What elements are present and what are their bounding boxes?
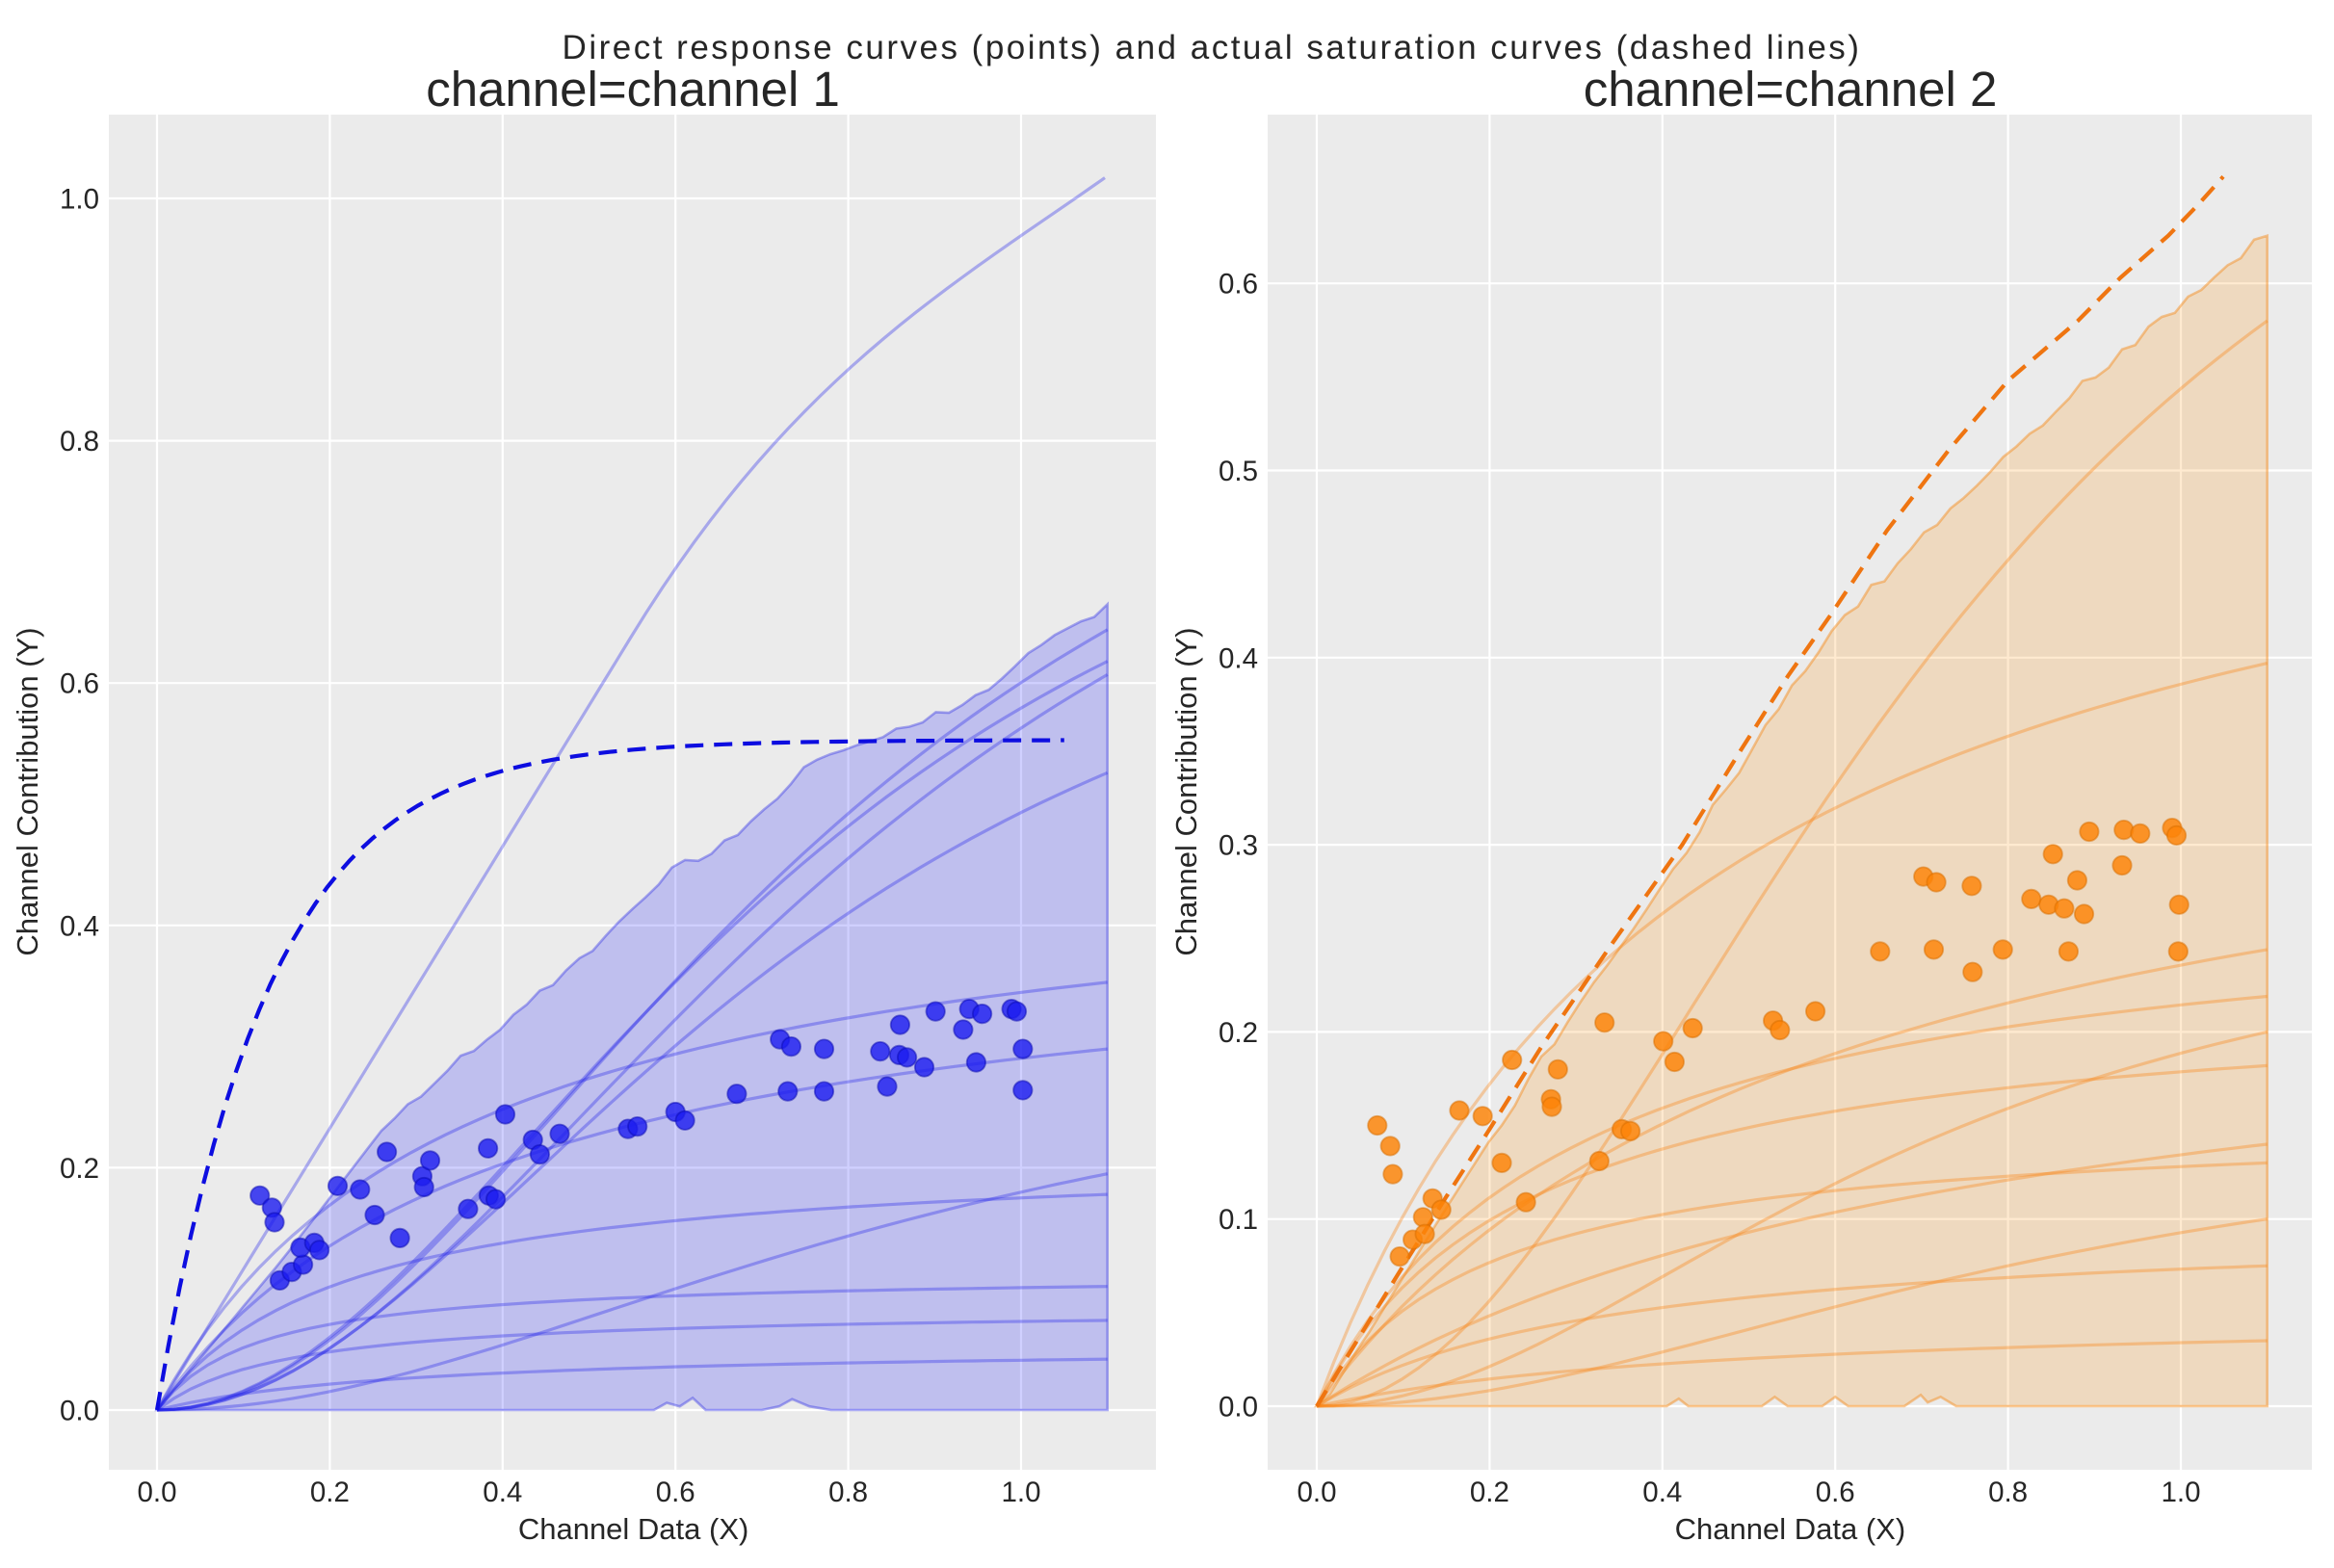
svg-text:0.2: 0.2	[1219, 1017, 1258, 1049]
svg-text:1.0: 1.0	[1001, 1477, 1040, 1508]
svg-text:0.0: 0.0	[1297, 1477, 1336, 1508]
svg-text:0.8: 0.8	[60, 426, 99, 457]
svg-text:0.4: 0.4	[483, 1477, 522, 1508]
svg-text:0.4: 0.4	[60, 910, 99, 942]
svg-text:0.6: 0.6	[1816, 1477, 1855, 1508]
svg-text:0.6: 0.6	[60, 668, 99, 700]
svg-text:0.2: 0.2	[1470, 1477, 1509, 1508]
svg-text:0.0: 0.0	[60, 1396, 99, 1427]
svg-text:0.6: 0.6	[1219, 269, 1258, 301]
svg-text:channel=channel 2: channel=channel 2	[1584, 62, 1998, 117]
svg-text:Channel Contribution (Y): Channel Contribution (Y)	[1169, 627, 1203, 955]
svg-text:0.2: 0.2	[60, 1153, 99, 1185]
svg-text:0.6: 0.6	[656, 1477, 695, 1508]
svg-text:0.5: 0.5	[1219, 456, 1258, 487]
svg-text:0.2: 0.2	[310, 1477, 350, 1508]
svg-text:1.0: 1.0	[60, 184, 99, 216]
svg-text:0.3: 0.3	[1219, 830, 1258, 862]
svg-text:0.4: 0.4	[1642, 1477, 1682, 1508]
svg-text:Channel Data (X): Channel Data (X)	[518, 1512, 749, 1546]
svg-text:0.8: 0.8	[1988, 1477, 2028, 1508]
svg-text:0.0: 0.0	[137, 1477, 176, 1508]
svg-text:Direct response curves (points: Direct response curves (points) and actu…	[563, 29, 1862, 66]
svg-text:1.0: 1.0	[2161, 1477, 2200, 1508]
svg-text:0.0: 0.0	[1219, 1392, 1258, 1424]
svg-text:Channel Data (X): Channel Data (X)	[1675, 1512, 1906, 1546]
svg-text:channel=channel 1: channel=channel 1	[426, 62, 840, 117]
svg-text:0.1: 0.1	[1219, 1204, 1258, 1236]
svg-text:0.8: 0.8	[828, 1477, 868, 1508]
svg-text:Channel Contribution (Y): Channel Contribution (Y)	[11, 627, 44, 955]
svg-text:0.4: 0.4	[1219, 642, 1258, 674]
